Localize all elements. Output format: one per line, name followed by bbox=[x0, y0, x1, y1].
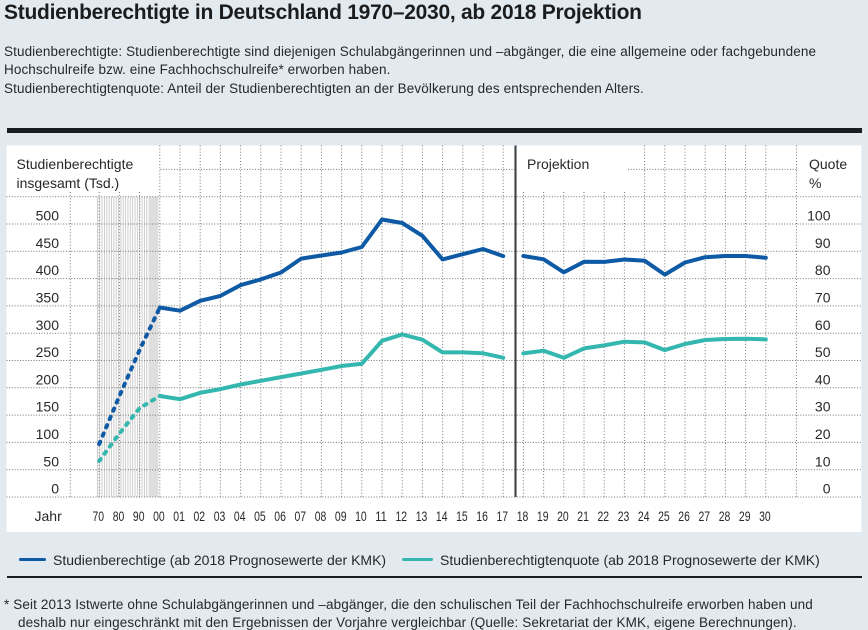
svg-text:500: 500 bbox=[36, 208, 60, 224]
svg-text:400: 400 bbox=[36, 262, 60, 278]
svg-text:50: 50 bbox=[815, 344, 831, 360]
svg-text:24: 24 bbox=[638, 508, 650, 524]
svg-text:27: 27 bbox=[699, 508, 711, 524]
svg-text:70: 70 bbox=[93, 508, 105, 524]
svg-text:60: 60 bbox=[815, 317, 831, 333]
svg-text:26: 26 bbox=[678, 508, 690, 524]
svg-text:0: 0 bbox=[823, 481, 831, 497]
svg-text:19: 19 bbox=[537, 508, 549, 524]
svg-text:08: 08 bbox=[315, 508, 327, 524]
svg-text:15: 15 bbox=[456, 508, 468, 524]
svg-text:03: 03 bbox=[214, 508, 226, 524]
svg-text:04: 04 bbox=[234, 508, 246, 524]
svg-text:0: 0 bbox=[51, 481, 59, 497]
svg-text:40: 40 bbox=[815, 371, 831, 387]
svg-text:100: 100 bbox=[807, 208, 831, 224]
svg-text:90: 90 bbox=[815, 235, 831, 251]
svg-text:150: 150 bbox=[36, 399, 60, 415]
svg-text:25: 25 bbox=[658, 508, 670, 524]
svg-text:Quote: Quote bbox=[809, 156, 847, 172]
svg-text:80: 80 bbox=[815, 262, 831, 278]
svg-text:200: 200 bbox=[36, 371, 60, 387]
svg-text:250: 250 bbox=[36, 344, 60, 360]
svg-text:23: 23 bbox=[618, 508, 630, 524]
svg-text:21: 21 bbox=[577, 508, 589, 524]
svg-text:Studienberechtigte: Studienberechtigte bbox=[17, 156, 134, 172]
svg-text:90: 90 bbox=[133, 508, 145, 524]
svg-text:06: 06 bbox=[274, 508, 286, 524]
svg-text:10: 10 bbox=[815, 453, 831, 469]
svg-text:50: 50 bbox=[43, 453, 59, 469]
svg-text:350: 350 bbox=[36, 290, 60, 306]
svg-text:100: 100 bbox=[36, 426, 60, 442]
svg-text:300: 300 bbox=[36, 317, 60, 333]
svg-text:07: 07 bbox=[295, 508, 307, 524]
svg-text:16: 16 bbox=[476, 508, 488, 524]
svg-text:09: 09 bbox=[335, 508, 347, 524]
svg-text:12: 12 bbox=[396, 508, 408, 524]
svg-text:80: 80 bbox=[113, 508, 125, 524]
svg-text:%: % bbox=[809, 175, 821, 191]
svg-text:insgesamt (Tsd.): insgesamt (Tsd.) bbox=[17, 175, 120, 191]
svg-text:10: 10 bbox=[355, 508, 367, 524]
svg-text:Projektion: Projektion bbox=[527, 156, 589, 172]
svg-text:30: 30 bbox=[815, 399, 831, 415]
svg-text:11: 11 bbox=[375, 508, 387, 524]
svg-text:Jahr: Jahr bbox=[35, 508, 63, 524]
svg-text:28: 28 bbox=[719, 508, 731, 524]
svg-text:00: 00 bbox=[153, 508, 165, 524]
svg-text:20: 20 bbox=[557, 508, 569, 524]
svg-text:01: 01 bbox=[173, 508, 185, 524]
svg-text:14: 14 bbox=[436, 508, 448, 524]
svg-text:22: 22 bbox=[598, 508, 610, 524]
svg-text:13: 13 bbox=[416, 508, 428, 524]
svg-text:17: 17 bbox=[497, 508, 509, 524]
svg-text:29: 29 bbox=[739, 508, 751, 524]
svg-text:18: 18 bbox=[517, 508, 529, 524]
svg-text:450: 450 bbox=[36, 235, 60, 251]
svg-text:20: 20 bbox=[815, 426, 831, 442]
svg-text:70: 70 bbox=[815, 290, 831, 306]
svg-text:05: 05 bbox=[254, 508, 266, 524]
svg-text:30: 30 bbox=[759, 508, 771, 524]
svg-text:02: 02 bbox=[194, 508, 206, 524]
